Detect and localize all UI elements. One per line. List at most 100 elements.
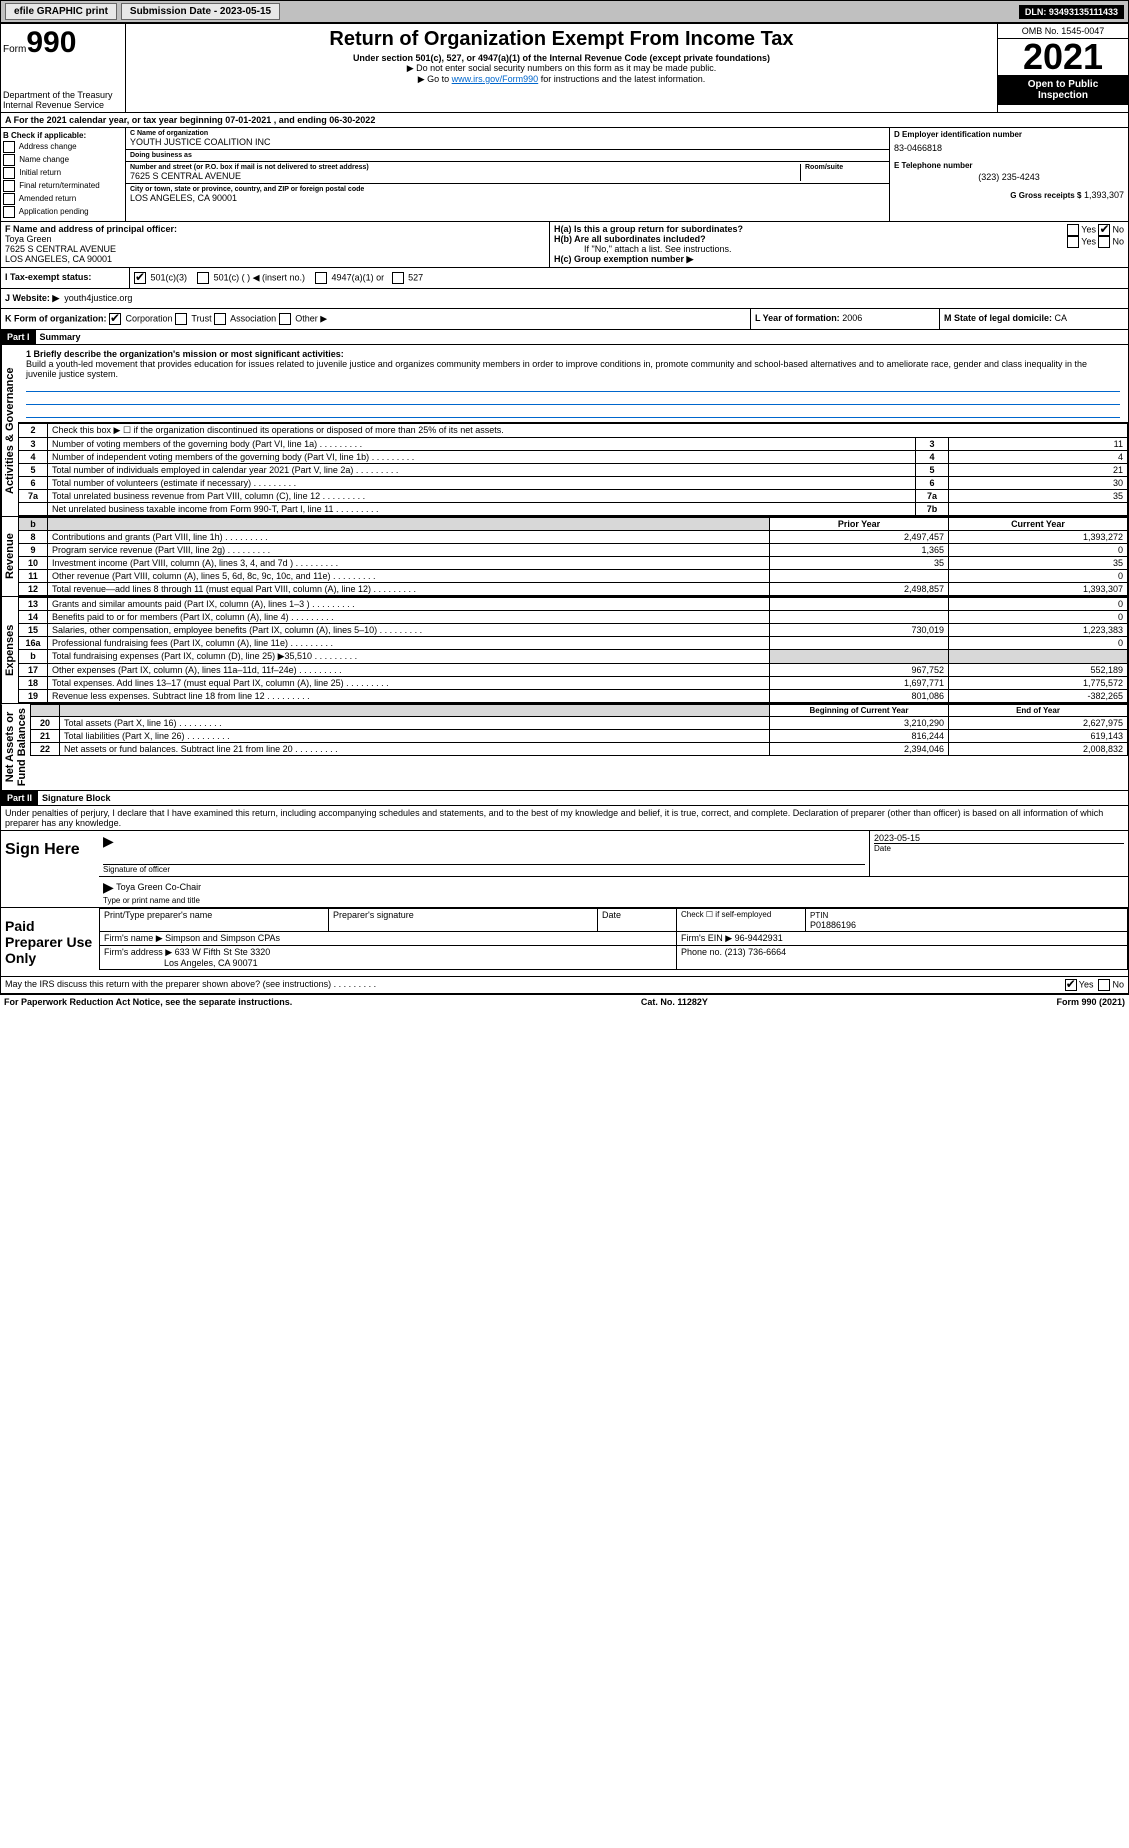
- section-a-period: A For the 2021 calendar year, or tax yea…: [0, 113, 1129, 128]
- note-link: ▶ Go to www.irs.gov/Form990 for instruct…: [128, 74, 995, 85]
- b-checkbox-item: Name change: [3, 154, 123, 166]
- other-checkbox[interactable]: [279, 313, 291, 325]
- table-row: 16a Professional fundraising fees (Part …: [19, 637, 1128, 650]
- irs-yes-label: Yes: [1079, 980, 1094, 990]
- b-checkbox[interactable]: [3, 167, 15, 179]
- boy-header: Beginning of Current Year: [770, 705, 949, 717]
- footer-left: For Paperwork Reduction Act Notice, see …: [4, 997, 292, 1007]
- table-row: 10 Investment income (Part VIII, column …: [19, 557, 1128, 570]
- 4947-label: 4947(a)(1) or: [332, 272, 385, 282]
- table-row: 8 Contributions and grants (Part VIII, l…: [19, 531, 1128, 544]
- gross-receipts-label: G Gross receipts $: [1010, 191, 1081, 200]
- firm-addr2: Los Angeles, CA 90071: [164, 958, 258, 968]
- b-checkbox[interactable]: [3, 206, 15, 218]
- section-k-l-m: K Form of organization: Corporation Trus…: [0, 309, 1129, 330]
- note-link-post: for instructions and the latest informat…: [538, 74, 705, 84]
- ha-no-checkbox[interactable]: [1098, 224, 1110, 236]
- arrow-icon: ▶: [103, 833, 114, 850]
- state-domicile: CA: [1055, 313, 1068, 323]
- section-f-h: F Name and address of principal officer:…: [0, 222, 1129, 268]
- hb-no-checkbox[interactable]: [1098, 236, 1110, 248]
- irs-no-label: No: [1112, 980, 1124, 990]
- table-row: 17 Other expenses (Part IX, column (A), …: [19, 664, 1128, 677]
- form-header: Form990 Department of the Treasury Inter…: [0, 23, 1129, 113]
- table-row: 20 Total assets (Part X, line 16) 3,210,…: [31, 717, 1128, 730]
- form-number: Form990: [3, 26, 123, 60]
- yes-label: Yes: [1081, 224, 1096, 234]
- phone-value: (323) 235-4243: [894, 172, 1124, 182]
- street-address: 7625 S CENTRAL AVENUE: [130, 171, 800, 181]
- h-note: If "No," attach a list. See instructions…: [554, 244, 996, 254]
- gov-side-label: Activities & Governance: [1, 345, 18, 516]
- m-label: M State of legal domicile:: [944, 313, 1052, 323]
- b-checkbox[interactable]: [3, 141, 15, 153]
- org-name: YOUTH JUSTICE COALITION INC: [130, 137, 885, 147]
- l-label: L Year of formation:: [755, 313, 840, 323]
- 501c3-label: 501(c)(3): [151, 272, 188, 282]
- revenue-table: b Prior Year Current Year 8 Contribution…: [18, 517, 1128, 596]
- corp-checkbox[interactable]: [109, 313, 121, 325]
- section-c: C Name of organization YOUTH JUSTICE COA…: [126, 128, 889, 221]
- may-irs-row: May the IRS discuss this return with the…: [0, 977, 1129, 994]
- b-checkbox[interactable]: [3, 180, 15, 192]
- table-row: 7a Total unrelated business revenue from…: [19, 490, 1128, 503]
- governance-section: Activities & Governance 1 Briefly descri…: [1, 345, 1128, 516]
- 527-checkbox[interactable]: [392, 272, 404, 284]
- b-checkbox[interactable]: [3, 154, 15, 166]
- may-irs-text: May the IRS discuss this return with the…: [5, 979, 376, 991]
- ptin-value: P01886196: [810, 920, 856, 930]
- table-row: 11 Other revenue (Part VIII, column (A),…: [19, 570, 1128, 583]
- hb-yes-checkbox[interactable]: [1067, 236, 1079, 248]
- b-checkbox-item: Amended return: [3, 193, 123, 205]
- section-d-e-g: D Employer identification number 83-0466…: [889, 128, 1128, 221]
- preparer-table: Print/Type preparer's name Preparer's si…: [99, 908, 1128, 970]
- irs-no-checkbox[interactable]: [1098, 979, 1110, 991]
- current-year-header: Current Year: [949, 518, 1128, 531]
- arrow-icon-2: ▶: [103, 879, 114, 896]
- tax-year: 2021: [998, 39, 1128, 75]
- exp-side-label: Expenses: [1, 597, 18, 703]
- revenue-section: Revenue b Prior Year Current Year 8 Cont…: [1, 516, 1128, 596]
- ein-value: 83-0466818: [894, 143, 1124, 153]
- table-row: 9 Program service revenue (Part VIII, li…: [19, 544, 1128, 557]
- ha-label: H(a) Is this a group return for subordin…: [554, 224, 743, 234]
- dba-label: Doing business as: [130, 152, 885, 159]
- 501c-checkbox[interactable]: [197, 272, 209, 284]
- table-row: 14 Benefits paid to or for members (Part…: [19, 611, 1128, 624]
- assoc-checkbox[interactable]: [214, 313, 226, 325]
- expenses-table: 13 Grants and similar amounts paid (Part…: [18, 597, 1128, 703]
- table-row: 4 Number of independent voting members o…: [19, 451, 1128, 464]
- hb-answer: Yes No: [1004, 236, 1124, 248]
- website-value: youth4justice.org: [64, 293, 132, 303]
- trust-checkbox[interactable]: [175, 313, 187, 325]
- irs-yes-checkbox[interactable]: [1065, 979, 1077, 991]
- ha-yes-checkbox[interactable]: [1067, 224, 1079, 236]
- mission-text: Build a youth-led movement that provides…: [26, 359, 1120, 379]
- 527-label: 527: [408, 272, 423, 282]
- gov-table: 2Check this box ▶ ☐ if the organization …: [18, 423, 1128, 516]
- table-row: 3 Number of voting members of the govern…: [19, 438, 1128, 451]
- irs-link[interactable]: www.irs.gov/Form990: [452, 74, 539, 84]
- prep-date-label: Date: [598, 909, 677, 932]
- table-row: 5 Total number of individuals employed i…: [19, 464, 1128, 477]
- note-ssn: ▶ Do not enter social security numbers o…: [128, 63, 995, 74]
- 501c-label: 501(c) ( ) ◀ (insert no.): [214, 272, 305, 282]
- prep-name-label: Print/Type preparer's name: [100, 909, 329, 932]
- 501c3-checkbox[interactable]: [134, 272, 146, 284]
- b-checkbox[interactable]: [3, 193, 15, 205]
- table-row: 6 Total number of volunteers (estimate i…: [19, 477, 1128, 490]
- dept-treasury: Department of the Treasury Internal Reve…: [3, 90, 123, 110]
- open-public-badge: Open to Public Inspection: [998, 75, 1128, 105]
- na-side-label: Net Assets or Fund Balances: [1, 704, 30, 790]
- sign-here-label: Sign Here: [1, 831, 99, 907]
- yes-label-2: Yes: [1081, 236, 1096, 246]
- hc-label: H(c) Group exemption number ▶: [554, 254, 996, 265]
- table-row: 12 Total revenue—add lines 8 through 11 …: [19, 583, 1128, 596]
- firm-addr1: 633 W Fifth St Ste 3320: [175, 947, 271, 957]
- b-checkbox-item: Final return/terminated: [3, 180, 123, 192]
- page-title: Return of Organization Exempt From Incom…: [128, 28, 995, 51]
- 4947-checkbox[interactable]: [315, 272, 327, 284]
- part-1-badge: Part I: [1, 330, 36, 344]
- line1-label: 1 Briefly describe the organization's mi…: [26, 349, 1120, 359]
- check-self: Check ☐ if self-employed: [677, 909, 806, 932]
